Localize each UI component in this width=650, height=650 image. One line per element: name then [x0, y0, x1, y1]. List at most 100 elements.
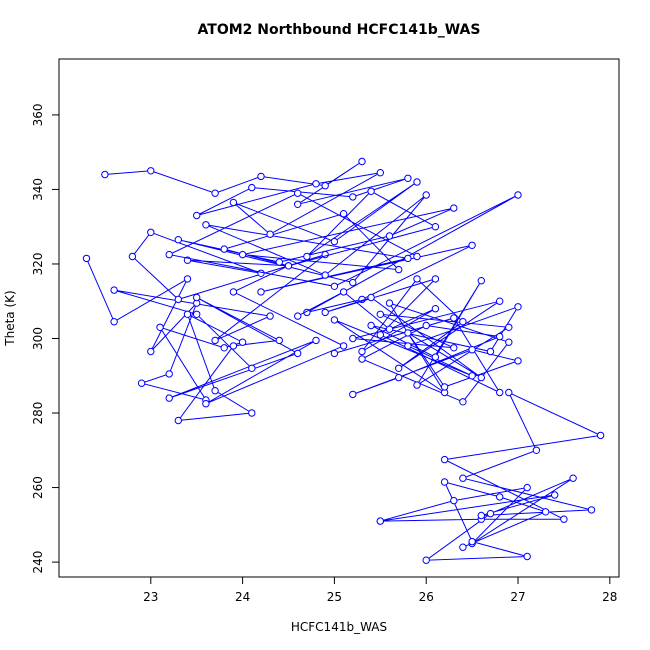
data-point: [82, 254, 91, 263]
data-point: [349, 193, 357, 201]
data-point: [459, 474, 467, 482]
y-tick-label: 300: [31, 327, 45, 350]
data-point: [431, 275, 440, 283]
data-point: [413, 178, 421, 186]
data-point: [431, 223, 440, 231]
x-tick-label: 28: [602, 590, 617, 604]
data-point: [422, 556, 430, 564]
data-point: [376, 310, 384, 318]
data-point: [174, 416, 183, 425]
data-point: [376, 331, 384, 339]
data-point: [220, 344, 228, 352]
data-point: [505, 388, 513, 397]
data-point: [440, 455, 449, 464]
data-point: [174, 236, 183, 244]
x-tick-label: 26: [419, 590, 434, 604]
data-point: [404, 342, 412, 350]
data-point: [367, 187, 375, 196]
data-point: [147, 228, 155, 237]
data-point: [587, 506, 596, 514]
data-point: [193, 211, 201, 220]
series-line-1: [86, 231, 345, 422]
data-point: [468, 241, 476, 250]
data-point: [422, 321, 430, 330]
data-point: [211, 189, 219, 197]
data-point: [404, 254, 412, 263]
data-point: [110, 318, 118, 326]
data-point: [486, 509, 495, 518]
data-point: [560, 515, 568, 523]
data-point: [514, 303, 522, 311]
data-point: [330, 237, 339, 246]
data-point: [165, 394, 173, 402]
data-point: [229, 198, 238, 207]
data-point: [496, 493, 504, 501]
data-point: [183, 275, 192, 283]
data-point: [257, 288, 265, 296]
data-point: [477, 277, 485, 285]
data-point: [238, 338, 247, 346]
data-point: [349, 390, 357, 399]
data-point: [128, 252, 137, 261]
data-point: [431, 305, 440, 313]
data-point: [523, 552, 531, 561]
data-point: [211, 336, 219, 345]
data-point: [358, 157, 366, 166]
data-point: [321, 308, 329, 317]
data-point: [339, 210, 348, 218]
data-point: [450, 344, 458, 352]
data-point: [358, 347, 366, 356]
data-point: [496, 297, 504, 305]
data-point: [238, 250, 247, 259]
data-point: [395, 373, 403, 382]
data-point: [110, 286, 118, 294]
data-point: [165, 250, 173, 259]
data-point: [496, 388, 504, 397]
data-point: [137, 379, 146, 387]
data-point: [220, 245, 228, 253]
data-point: [248, 364, 256, 372]
data-point: [596, 431, 605, 440]
data-point: [358, 355, 366, 363]
data-point: [321, 271, 329, 279]
data-point: [312, 180, 320, 188]
y-axis: 240 260 280 300 320 340 360: [31, 103, 60, 574]
y-axis-label: Theta (K): [3, 290, 17, 346]
data-point: [385, 299, 394, 307]
data-point: [275, 258, 283, 266]
data-point: [147, 347, 155, 356]
data-point: [477, 373, 485, 382]
data-point: [330, 282, 339, 290]
data-point: [459, 543, 467, 551]
data-point: [165, 370, 173, 378]
data-point: [541, 508, 550, 516]
data-point: [523, 483, 531, 492]
data-point: [257, 172, 265, 181]
y-tick-label: 240: [31, 551, 45, 574]
data-point: [505, 338, 513, 346]
data-point: [294, 312, 302, 320]
data-point: [229, 342, 238, 350]
data-point: [284, 262, 293, 270]
y-tick-label: 320: [31, 253, 45, 276]
data-point: [422, 191, 430, 199]
data-point: [174, 295, 183, 304]
data-point: [395, 364, 403, 372]
data-point: [413, 275, 421, 283]
data-point: [211, 387, 219, 395]
data-point: [349, 334, 357, 343]
data-point: [413, 252, 421, 261]
data-point: [404, 329, 412, 337]
data-point: [551, 491, 559, 499]
data-point: [468, 537, 476, 546]
x-tick-label: 25: [327, 590, 342, 604]
data-point: [303, 252, 311, 261]
data-point: [514, 357, 522, 365]
y-tick-label: 340: [31, 178, 45, 201]
data-point: [330, 349, 339, 358]
data-point: [440, 478, 449, 486]
x-tick-label: 27: [510, 590, 525, 604]
data-point: [404, 174, 412, 183]
data-point: [147, 167, 155, 175]
